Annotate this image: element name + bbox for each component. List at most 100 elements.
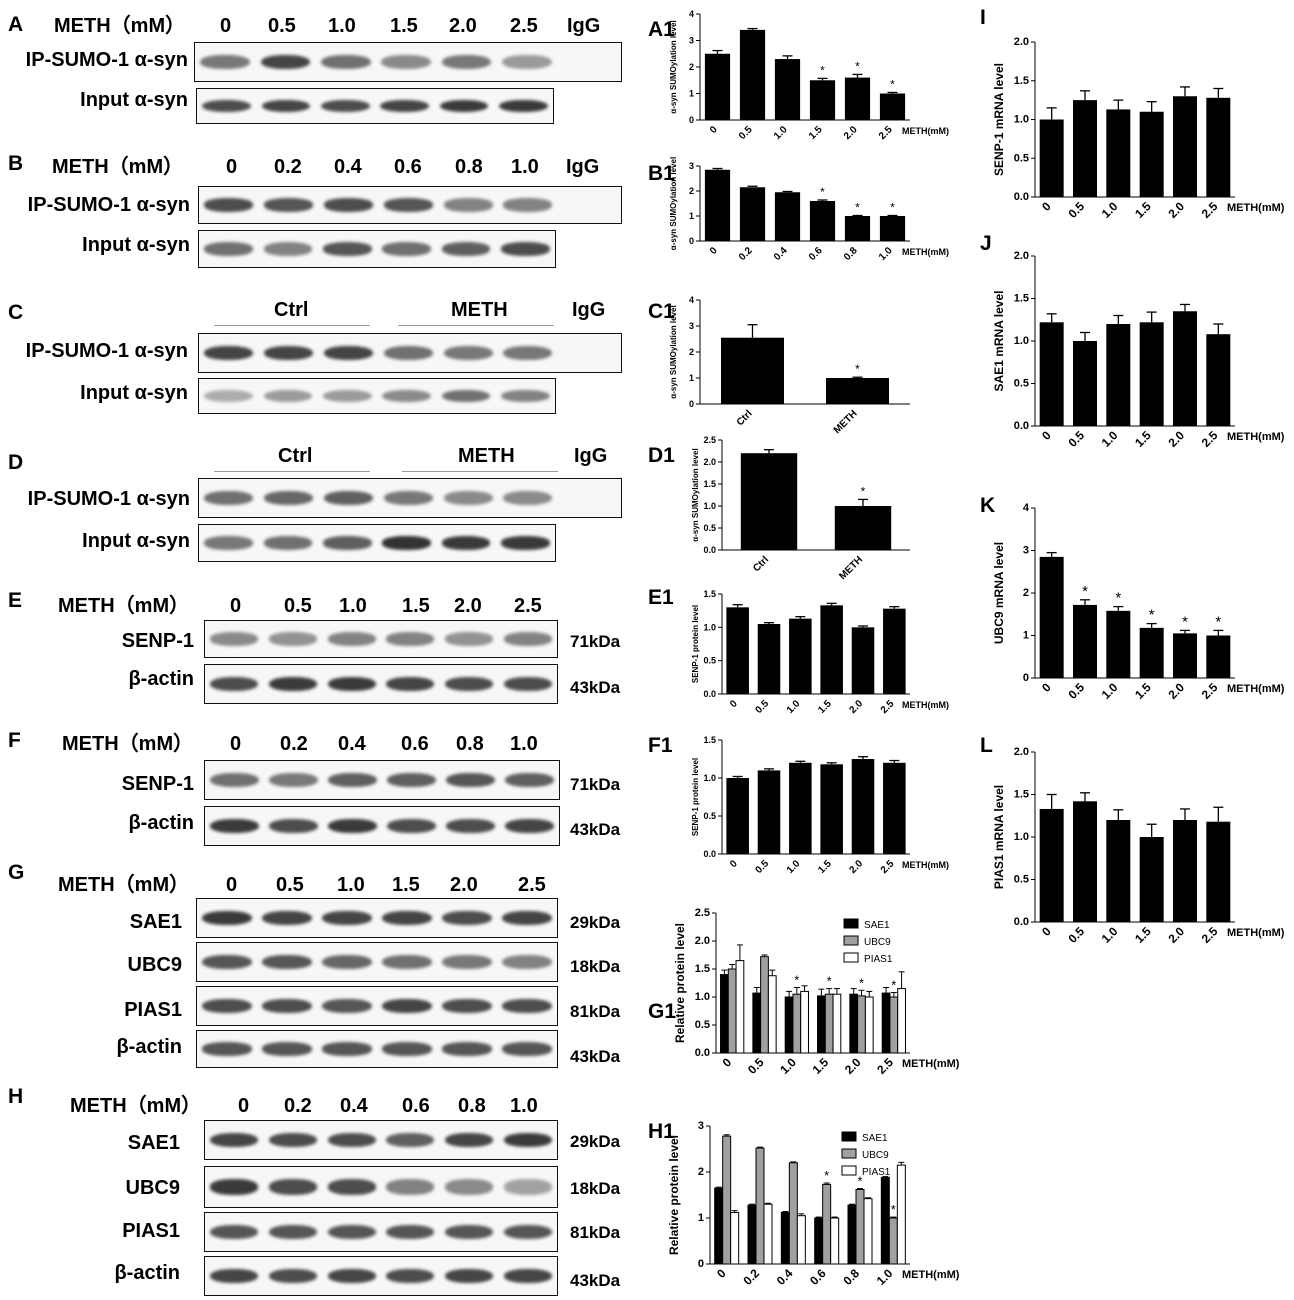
x-tick-label: 1.5 <box>1132 680 1154 702</box>
blot-band <box>499 99 548 113</box>
blot-band <box>204 242 253 256</box>
blot-band <box>210 818 259 834</box>
kda-label: 71kDa <box>570 632 621 651</box>
bar <box>844 77 871 120</box>
x-tick-label: 2.5 <box>1199 428 1221 450</box>
y-tick-label: 3 <box>689 321 694 331</box>
significance-star: * <box>891 978 896 993</box>
x-axis-label: METH(mM) <box>1227 927 1285 939</box>
blot-band <box>386 632 435 646</box>
y-tick-label: 0.0 <box>695 1047 710 1059</box>
y-tick-label: 0.0 <box>703 545 716 555</box>
significance-star: * <box>820 63 825 77</box>
row-label: Input α-syn <box>80 89 188 111</box>
x-tick-label: 2.0 <box>1165 428 1187 450</box>
x-tick-label: 0 <box>728 698 740 710</box>
bar <box>1173 633 1197 678</box>
blot-band <box>210 1179 259 1195</box>
blot-strip <box>196 986 558 1026</box>
bar <box>809 80 836 120</box>
blot-band <box>210 1224 259 1240</box>
blot-band <box>501 536 550 550</box>
blot-band <box>262 910 312 926</box>
chart-k: K 0 1 2 3 4 UBC9 mRNA level 0 0.5 1.0 1.5 2.0 2.5 MET… <box>980 494 1285 702</box>
y-tick-label: 0.0 <box>1014 191 1029 203</box>
bar <box>888 1217 898 1265</box>
x-tick-label: 2.0 <box>1165 199 1187 221</box>
blot-band <box>321 54 371 70</box>
blot-band <box>441 389 491 403</box>
panel-letter: I <box>980 6 986 29</box>
x-tick-label: 1.0 <box>877 245 895 263</box>
blot-strip <box>196 942 558 982</box>
x-tick-label: 2.5 <box>877 124 895 142</box>
x-tick-label: 0.6 <box>807 1266 829 1288</box>
group-label: Ctrl <box>274 299 309 321</box>
igg-label: IgG <box>567 15 601 37</box>
panel-letter-h: H <box>8 1085 24 1108</box>
header-value: 0.8 <box>458 1095 486 1117</box>
y-tick-label: 4 <box>689 295 694 305</box>
bar <box>817 995 826 1054</box>
x-tick-label: 0.8 <box>840 1266 862 1288</box>
blot-band <box>441 536 491 550</box>
x-tick-label: 1.5 <box>816 858 834 876</box>
y-tick-label: 0 <box>689 236 694 246</box>
group-label: METH <box>451 299 508 321</box>
bar <box>1106 109 1131 197</box>
x-tick-label: 1.0 <box>1099 680 1121 702</box>
blot-band <box>262 998 312 1014</box>
blot-strip <box>204 1166 558 1208</box>
blot-band <box>386 1179 435 1195</box>
x-tick-label: 0.5 <box>754 698 772 716</box>
blot-band <box>382 536 431 550</box>
panel-letter-e: E <box>8 589 23 612</box>
chart-j: J 0.0 0.5 1.0 1.5 2.0 SAE1 mRNA level 0 0.5 1.0 1.… <box>980 232 1285 450</box>
blot-band <box>268 676 318 692</box>
header-value: 2.0 <box>454 595 482 617</box>
y-tick-label: 0.5 <box>695 1019 710 1031</box>
bar <box>820 764 843 854</box>
y-axis-label: SAE1 mRNA level <box>992 291 1006 392</box>
blot-band <box>501 242 550 256</box>
blot-band <box>442 910 492 926</box>
blot-strip <box>204 664 558 704</box>
blot-band <box>441 54 492 70</box>
blot-band <box>261 99 311 113</box>
bar <box>740 453 798 550</box>
blot-band <box>268 1179 318 1195</box>
header-value: 0.5 <box>284 595 312 617</box>
blot-band <box>323 536 372 550</box>
row-label: UBC9 <box>125 1177 180 1199</box>
x-tick-label: 0.5 <box>754 858 772 876</box>
header-value: 0 <box>220 15 232 37</box>
x-axis-label: METH(mM) <box>1227 683 1285 695</box>
y-tick-label: 0.5 <box>703 523 716 533</box>
y-axis-label: α-syn SUMOylation level <box>669 157 678 250</box>
blot-band <box>263 389 313 403</box>
bar <box>1039 808 1064 922</box>
blot-band <box>442 954 492 970</box>
blot-band <box>503 1224 552 1240</box>
blot-band <box>269 772 318 788</box>
kda-label: 81kDa <box>570 1223 621 1242</box>
row-label: SAE1 <box>129 911 182 933</box>
x-tick-label: 0.8 <box>842 245 860 263</box>
blot-band <box>269 818 318 834</box>
significance-star: * <box>890 77 895 91</box>
blot-band <box>382 242 431 256</box>
bar <box>820 605 843 694</box>
blot-band <box>381 54 431 70</box>
bar <box>1073 801 1097 922</box>
blot-band <box>383 345 433 361</box>
bar <box>722 1135 732 1265</box>
blot-strip <box>204 806 560 846</box>
blot-band <box>327 1132 376 1148</box>
header-value: 2.0 <box>449 15 477 37</box>
x-tick-label: 2.0 <box>1165 924 1187 946</box>
chart-l: L 0.0 0.5 1.0 1.5 2.0 PIAS1 mRNA level 0 0.5 1.0 1… <box>980 734 1285 946</box>
blot-band <box>322 998 372 1014</box>
y-tick-label: 4 <box>689 9 694 19</box>
bar <box>726 778 749 854</box>
